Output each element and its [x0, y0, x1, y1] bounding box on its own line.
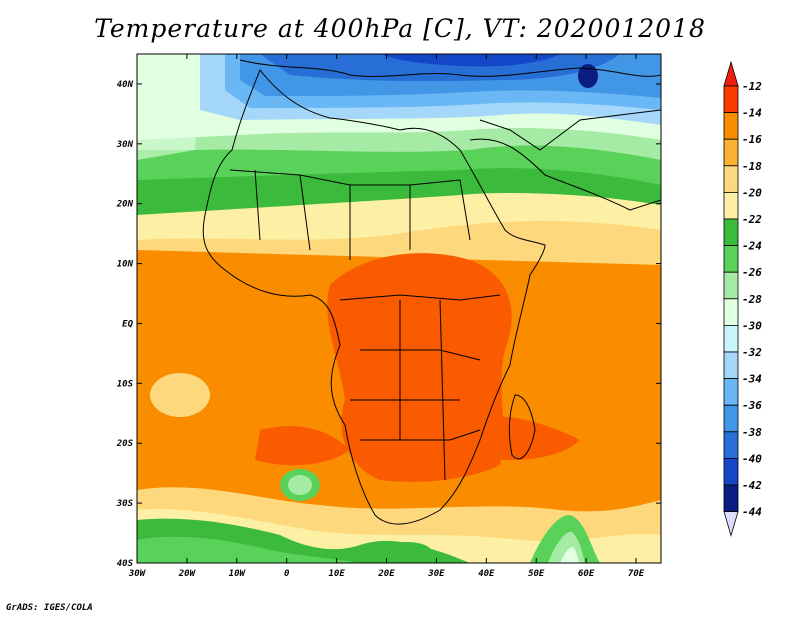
lat-tick-label: 30N	[116, 140, 134, 150]
colorbar-label: -16	[742, 133, 762, 146]
colorbar-swatch	[723, 431, 739, 459]
colorbar-label: -30	[742, 319, 762, 332]
cold-core	[578, 64, 598, 88]
colorbar-label: -32	[742, 346, 762, 359]
south-band-minus26	[137, 536, 360, 563]
warm-patch-2	[460, 416, 580, 460]
colorbar-swatch	[723, 165, 739, 193]
lat-tick-label: 40S	[117, 559, 134, 569]
lon-tick-label: 30W	[128, 569, 147, 579]
colorbar-label: -12	[742, 80, 762, 93]
colorbar-swatch	[723, 112, 739, 140]
colorbar-label: -40	[742, 452, 762, 465]
atlantic-cool	[137, 54, 200, 160]
europe-coast	[239, 59, 661, 77]
lat-tick-label: EQ	[122, 319, 133, 329]
lon-tick-label: 50E	[528, 569, 545, 579]
meridional-borders	[399, 299, 446, 481]
colorbar-label: -20	[742, 186, 762, 199]
madagascar-coast	[508, 394, 536, 460]
colorbar-label: -42	[742, 479, 762, 492]
colorbar-swatch	[723, 457, 739, 486]
lon-tick-label: 0	[284, 569, 290, 579]
colorbar: -12 -14 -16 -18 -20 -22 -24 -26 -28 -30 -32 -34 -36 -…	[723, 60, 762, 538]
lon-tick-label: 70E	[628, 569, 645, 579]
colorbar-swatch	[723, 191, 739, 220]
colorbar-swatch	[723, 271, 739, 300]
longitude-axis: 30W 20W 10W 0 10E 20E 30E 40E 50E 60E 70E	[128, 54, 645, 579]
lat-tick-label: 20N	[116, 200, 134, 210]
lon-tick-label: 20E	[377, 569, 395, 579]
colorbar-label: -38	[742, 426, 762, 439]
colorbar-top-triangle	[723, 60, 739, 87]
south-east-cool-core	[560, 547, 579, 563]
colorbar-label: -36	[742, 399, 762, 412]
colorbar-label: -28	[742, 293, 762, 306]
colorbar-swatch	[723, 138, 739, 167]
colorbar-swatch	[723, 351, 739, 380]
lat-tick-label: 30S	[116, 499, 134, 509]
africa-coast	[202, 69, 546, 525]
colorbar-swatch	[723, 298, 739, 326]
central-borders	[339, 294, 501, 441]
coastlines	[202, 59, 661, 525]
colorbar-label: -24	[742, 240, 762, 253]
colorbar-label: -26	[742, 266, 762, 279]
middle-east-borders	[479, 109, 661, 151]
colorbar-label: -18	[742, 160, 762, 173]
colorbar-swatch	[723, 378, 739, 406]
south-cool-blob	[380, 542, 430, 563]
lat-tick-label: 40N	[117, 80, 134, 90]
colorbar-swatch	[723, 404, 739, 433]
map-frame	[136, 53, 662, 564]
colorbar-label: -34	[742, 373, 762, 386]
temperature-field	[137, 54, 661, 563]
lat-tick-label: 20S	[116, 439, 134, 449]
colorbar-label: -22	[742, 213, 762, 226]
band-minus40	[380, 54, 560, 67]
lon-tick-label: 20W	[178, 569, 197, 579]
nw-borders	[254, 169, 471, 260]
colorbar-swatch	[723, 484, 739, 513]
lon-tick-label: 30E	[427, 569, 445, 579]
colorbar-label: -44	[742, 506, 762, 519]
cool-patch	[150, 373, 210, 417]
lon-tick-label: 10E	[328, 569, 345, 579]
map-title: Temperature at 400hPa [C], VT: 202001201…	[94, 14, 706, 43]
colorbar-swatch	[723, 85, 739, 114]
warm-patch	[255, 426, 350, 466]
colorbar-swatch	[723, 245, 739, 273]
lon-tick-label: 40E	[478, 569, 495, 579]
arabia-coast	[469, 138, 661, 211]
colorbar-swatch	[723, 218, 739, 247]
lat-tick-label: 10S	[117, 379, 134, 389]
colorbar-swatch	[723, 324, 739, 353]
lon-tick-label: 60E	[578, 569, 595, 579]
colorbar-label: -14	[742, 107, 762, 120]
latitude-axis: 40N 30N 20N 10N EQ 10S 20S 30S 40S	[116, 80, 661, 569]
lat-tick-label: 10N	[117, 260, 134, 270]
cool-cell-inner	[288, 475, 312, 495]
lon-tick-label: 10W	[229, 569, 247, 579]
colorbar-bottom-triangle	[723, 511, 739, 538]
credit-text: GrADS: IGES/COLA	[6, 603, 93, 613]
